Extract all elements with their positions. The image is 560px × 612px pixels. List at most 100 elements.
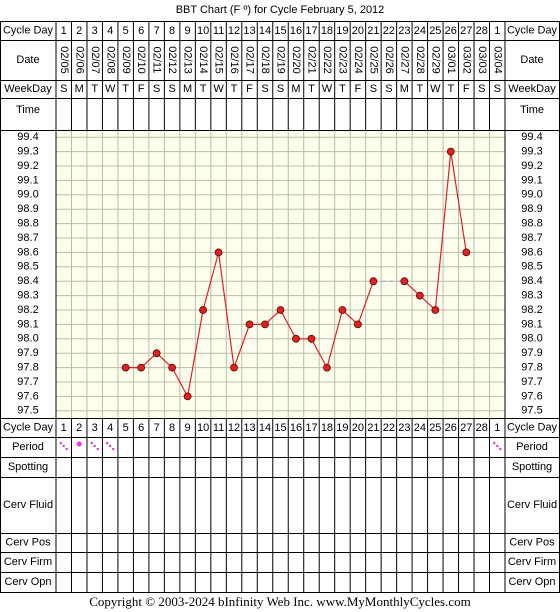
cycle-day: 19 bbox=[336, 422, 348, 434]
temperature-dot bbox=[199, 306, 207, 314]
weekday: S bbox=[261, 83, 268, 95]
temperature-dot bbox=[462, 248, 471, 257]
weekday: T bbox=[416, 83, 423, 95]
date: 02/26 bbox=[383, 46, 395, 74]
y-tick-label: 97.7 bbox=[17, 376, 38, 388]
cycle-day: 8 bbox=[169, 25, 175, 37]
y-tick-label: 99.3 bbox=[17, 146, 38, 158]
footer: Copyright © 2003-2024 bInfinity Web Inc.… bbox=[89, 594, 470, 609]
cycle-day: 28 bbox=[476, 25, 488, 37]
date: 02/07 bbox=[89, 46, 101, 74]
row-label: Cerv Firm bbox=[4, 556, 52, 568]
date: 02/23 bbox=[337, 46, 349, 74]
cycle-day: 15 bbox=[274, 422, 286, 434]
cycle-day: 25 bbox=[429, 25, 441, 37]
cycle-day: 11 bbox=[213, 25, 224, 37]
temperature-dot bbox=[183, 392, 192, 401]
temperature-dot bbox=[230, 363, 238, 372]
cycle-day: 10 bbox=[197, 25, 209, 37]
date: 02/29 bbox=[429, 46, 441, 74]
temperature-dot bbox=[168, 363, 177, 372]
y-tick-label: 99.1 bbox=[17, 174, 38, 186]
date: 02/12 bbox=[166, 46, 178, 74]
date: 02/18 bbox=[259, 46, 271, 74]
cycle-day: 14 bbox=[259, 25, 271, 37]
row-label: WeekDay bbox=[4, 83, 52, 95]
period-light bbox=[62, 444, 65, 448]
period-light bbox=[65, 447, 68, 451]
y-tick-label: 99.2 bbox=[17, 160, 38, 172]
y-tick-label: 99.4 bbox=[17, 131, 38, 143]
y-tick-label: 98.5 bbox=[17, 261, 38, 273]
y-tick-label: 99.4 bbox=[521, 131, 542, 143]
weekday: F bbox=[138, 83, 145, 95]
weekday: T bbox=[200, 83, 207, 95]
cycle-day: 13 bbox=[243, 422, 255, 434]
y-tick-label: 98.8 bbox=[521, 218, 542, 230]
period-light bbox=[105, 441, 109, 445]
period-light bbox=[96, 447, 99, 451]
cycle-day: 20 bbox=[352, 422, 364, 434]
y-tick-label: 98.0 bbox=[17, 333, 38, 345]
cycle-day: 26 bbox=[445, 422, 457, 434]
y-tick-label: 97.8 bbox=[17, 362, 38, 374]
cycle-day: 12 bbox=[228, 422, 240, 434]
cycle-day: 21 bbox=[367, 25, 379, 37]
weekday: S bbox=[478, 83, 485, 95]
weekday: T bbox=[308, 83, 315, 95]
cycle-day: 4 bbox=[107, 422, 113, 434]
y-tick-label: 99.0 bbox=[17, 189, 38, 201]
row-label: Cycle Day bbox=[3, 24, 54, 36]
row-label: Cycle Day bbox=[3, 421, 54, 433]
weekday: T bbox=[231, 83, 238, 95]
y-tick-label: 99.2 bbox=[521, 160, 542, 172]
date: 02/05 bbox=[58, 46, 70, 74]
weekday: W bbox=[105, 83, 116, 95]
date: 02/22 bbox=[321, 46, 333, 74]
period-light bbox=[90, 441, 93, 445]
cycle-day: 3 bbox=[92, 422, 98, 434]
temperature-dot bbox=[369, 277, 378, 286]
cycle-day: 3 bbox=[92, 25, 98, 37]
row-label: Cerv Fluid bbox=[3, 499, 53, 511]
date: 02/08 bbox=[104, 46, 116, 74]
date: 02/27 bbox=[398, 46, 410, 74]
y-tick-label: 98.3 bbox=[17, 290, 38, 302]
cycle-day: 8 bbox=[169, 422, 175, 434]
y-tick-label: 97.8 bbox=[521, 362, 542, 374]
date: 02/11 bbox=[151, 47, 163, 74]
plot-area bbox=[56, 130, 505, 418]
cycle-day: 23 bbox=[398, 422, 410, 434]
cycle-day: 11 bbox=[213, 422, 224, 434]
period-light bbox=[499, 447, 502, 451]
cycle-day: 7 bbox=[154, 422, 160, 434]
row-label: Date bbox=[16, 54, 39, 66]
weekday: W bbox=[430, 83, 441, 95]
cycle-day: 18 bbox=[321, 25, 333, 37]
date: 03/02 bbox=[460, 46, 472, 74]
temperature-dot bbox=[338, 306, 347, 314]
cycle-day: 6 bbox=[138, 422, 144, 434]
temperature-dot bbox=[354, 320, 362, 329]
chart-title: BBT Chart (F º) for Cycle February 5, 20… bbox=[176, 4, 385, 16]
date: 02/21 bbox=[306, 46, 318, 74]
temperature-dot bbox=[121, 363, 130, 372]
y-tick-label: 98.2 bbox=[17, 304, 38, 316]
row-label: WeekDay bbox=[508, 83, 556, 95]
cycle-day: 9 bbox=[185, 422, 191, 434]
temperature-dot bbox=[214, 248, 223, 257]
cycle-day: 20 bbox=[352, 25, 364, 37]
row-label: Spotting bbox=[8, 461, 48, 473]
y-tick-label: 97.9 bbox=[521, 347, 542, 359]
date: 02/14 bbox=[197, 46, 209, 74]
cycle-day: 16 bbox=[290, 422, 302, 434]
y-tick-label: 97.7 bbox=[521, 376, 542, 388]
date: 02/06 bbox=[73, 46, 85, 74]
cycle-day: 24 bbox=[414, 422, 426, 434]
date: 02/17 bbox=[244, 46, 256, 74]
weekday: S bbox=[277, 83, 284, 95]
cycle-day: 14 bbox=[259, 422, 271, 434]
cycle-day: 19 bbox=[336, 25, 348, 37]
temperature-dot bbox=[137, 363, 146, 372]
date: 02/20 bbox=[290, 46, 302, 74]
